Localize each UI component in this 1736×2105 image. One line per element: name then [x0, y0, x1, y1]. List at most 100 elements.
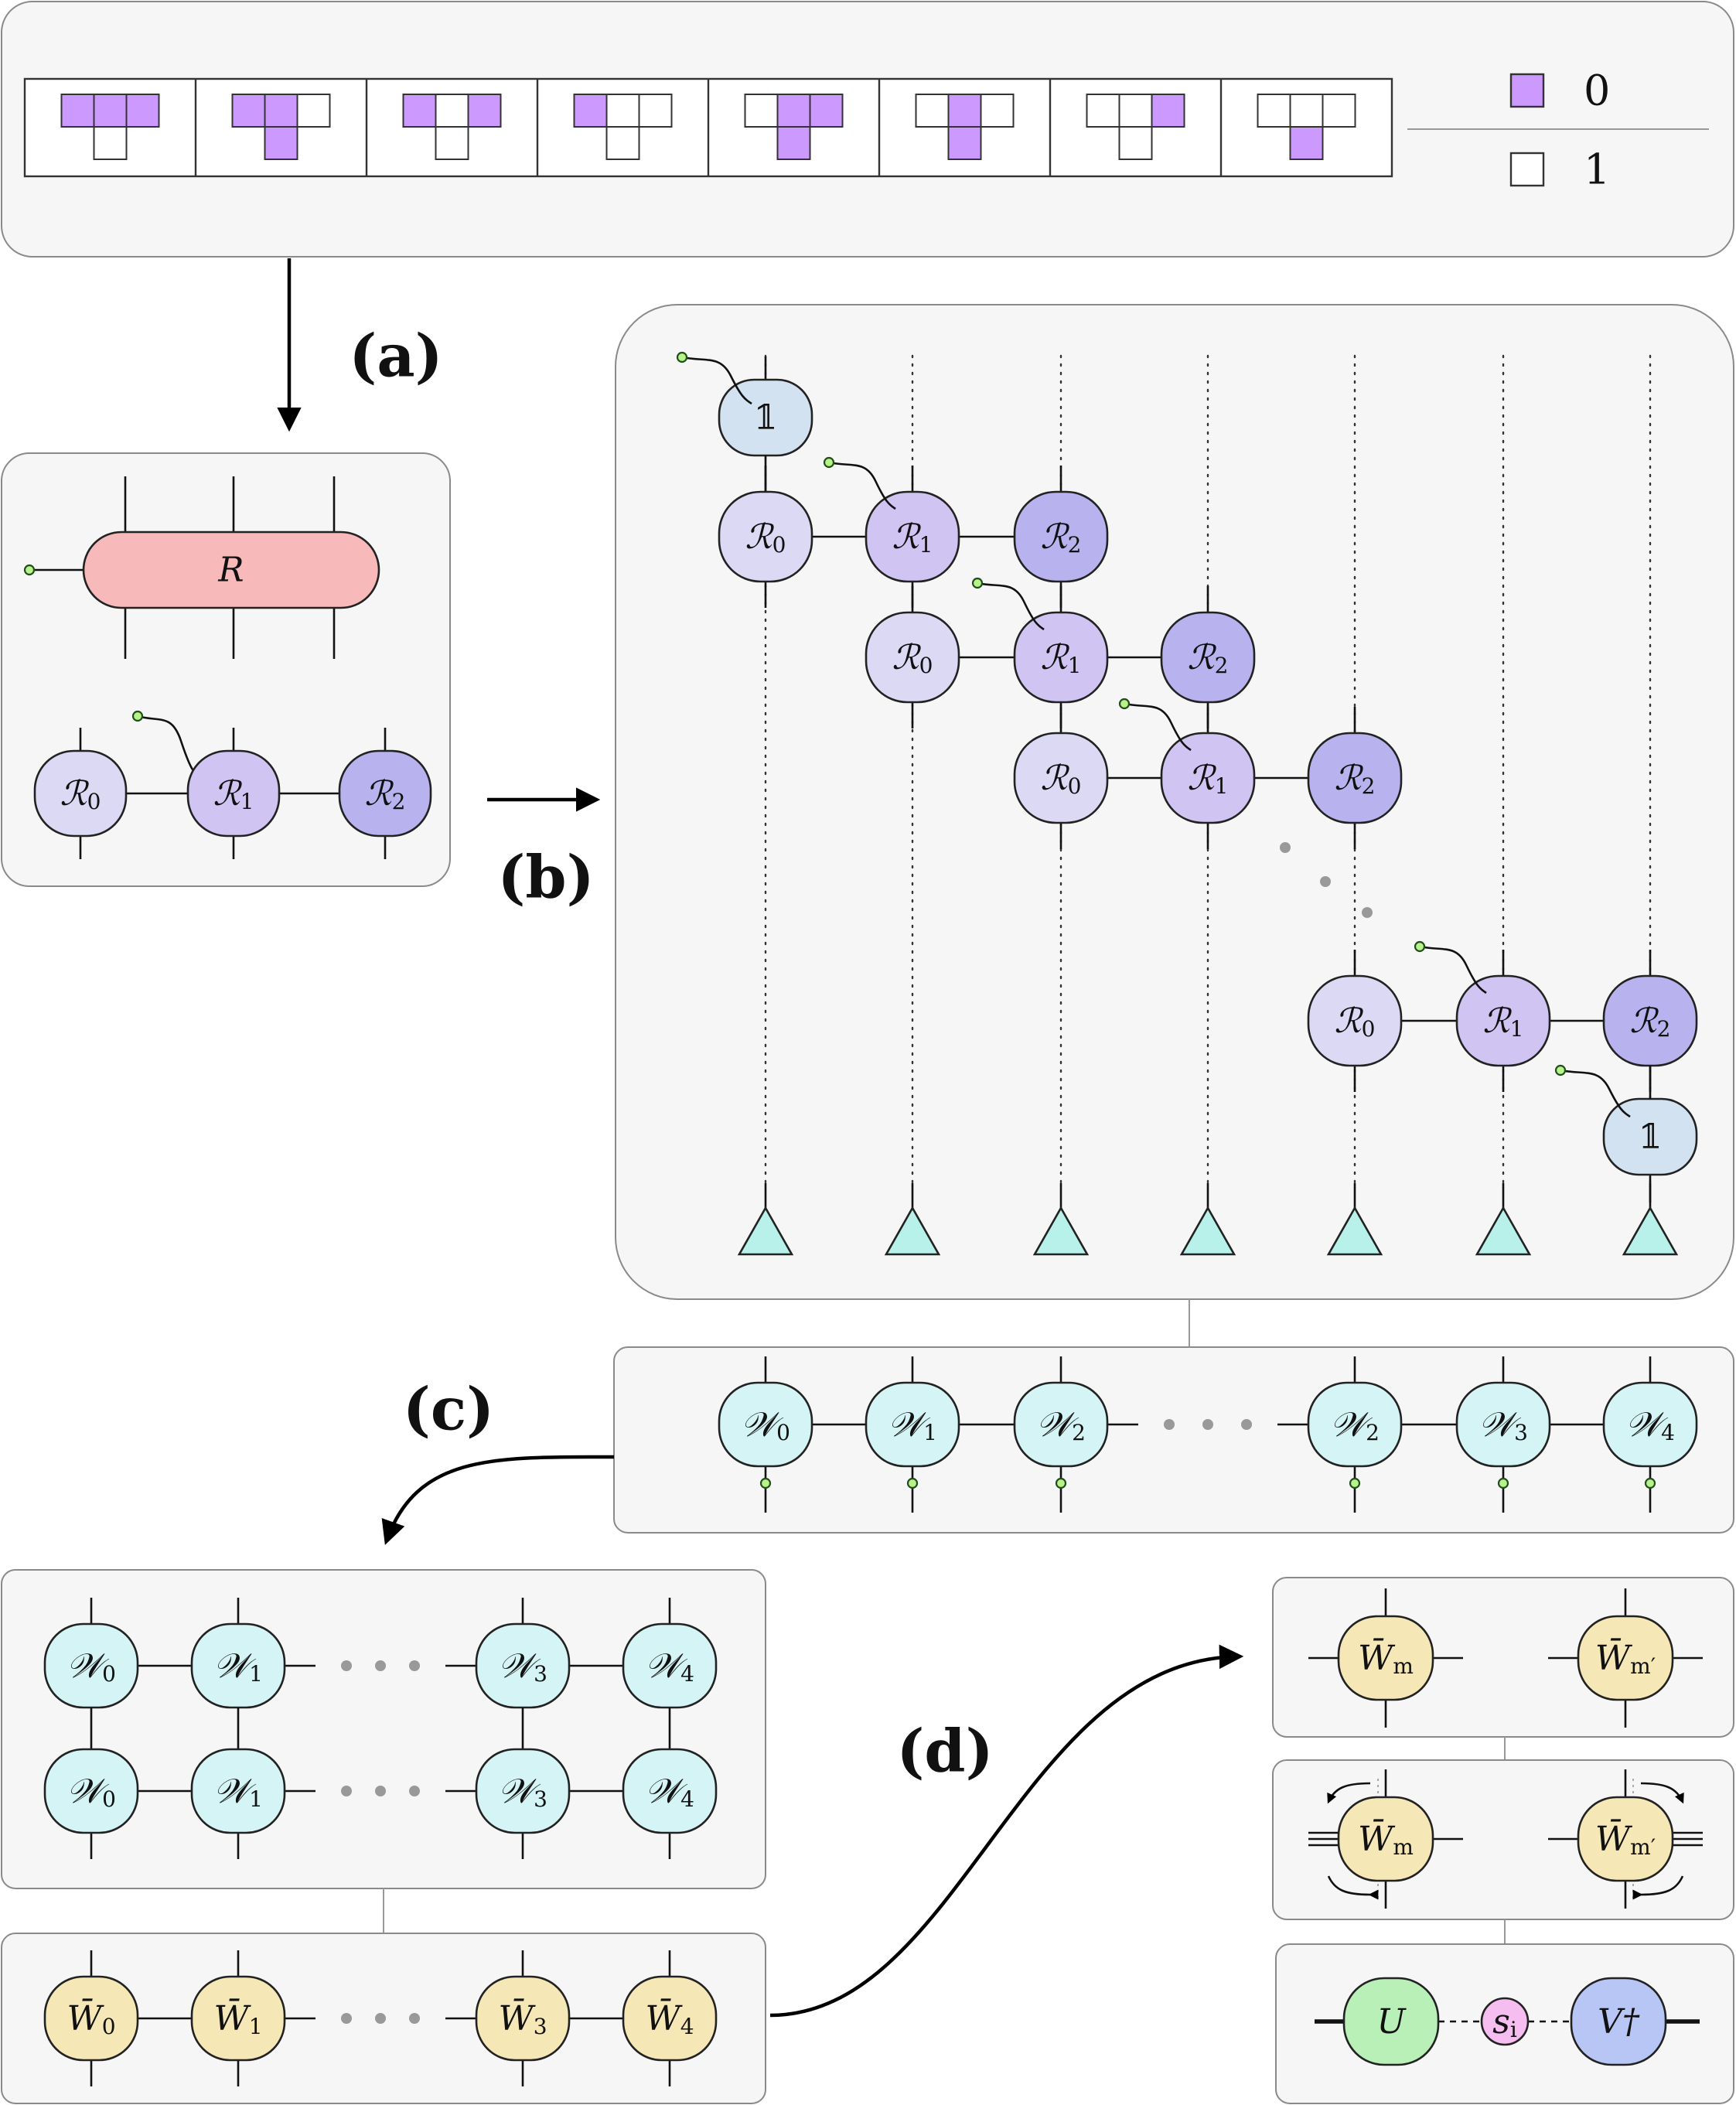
identity-bottom-label: 𝟙 [1639, 1117, 1663, 1157]
physical-index-dot [1349, 1477, 1361, 1489]
physical-leg [1419, 945, 1487, 995]
site-cell [947, 94, 982, 128]
grid-r1-W3-label: 𝒲3 [498, 1772, 547, 1812]
site-cell [402, 94, 437, 128]
site-cell [1257, 94, 1291, 128]
boundary-triangle [884, 1206, 941, 1256]
row1-R1 [1013, 611, 1109, 704]
grid-r1-W3 [475, 1748, 571, 1834]
chain-W0-0-label: 𝒲0 [741, 1405, 790, 1445]
grid-r1-W0-label: 𝒲0 [67, 1772, 116, 1812]
site-cell [638, 94, 673, 128]
site-cell [264, 94, 298, 128]
panel-d-content: W̄m W̄m′ W̄m W̄m′ U si V† [1308, 1588, 1703, 2066]
bar-W0 [43, 1975, 139, 2062]
w-chain: 𝒲0 𝒲1 𝒲2 𝒲2 𝒲3 𝒲4 [718, 1356, 1698, 1513]
chain-W3-4 [1455, 1381, 1551, 1468]
identity-top-label: 𝟙 [754, 398, 778, 438]
physical-leg [977, 582, 1045, 631]
tensor-R [82, 531, 380, 609]
physical-leg [1124, 702, 1192, 752]
legend: 0 1 [1509, 67, 1610, 194]
tensor-R2-label: ℛ2 [365, 774, 406, 814]
physical-index-dot [1497, 1477, 1509, 1489]
panel-c-bar: W̄0 W̄1 W̄3 W̄4 [1, 1933, 766, 2104]
row1-R0 [865, 611, 960, 704]
physical-index-dot [971, 577, 984, 589]
configuration-2 [365, 79, 502, 176]
physical-leg [1560, 1069, 1631, 1118]
label-b: (b) [497, 843, 594, 912]
tensor-R-label: R [217, 551, 244, 590]
tensor-R1 [186, 749, 281, 838]
boundary-triangle [1326, 1206, 1383, 1256]
site-cell [980, 94, 1015, 128]
pair-Wm-top-label: W̄m [1358, 1636, 1414, 1678]
ellipsis-dot [409, 2013, 420, 2024]
site-cell [744, 94, 779, 128]
svd-U [1342, 1977, 1440, 2066]
site-cell [1289, 94, 1324, 128]
physical-index-dot [1554, 1064, 1567, 1076]
boundary-triangle [737, 1206, 794, 1256]
site-cell [93, 126, 128, 160]
chain-W4-5 [1602, 1381, 1698, 1468]
grid-r0-W4-label: 𝒲4 [645, 1646, 694, 1687]
ellipsis-dot [1320, 876, 1331, 887]
bar-W1 [190, 1975, 286, 2062]
site-cell [776, 94, 811, 128]
row0-R2 [1013, 490, 1109, 583]
row0-R1-label: ℛ1 [892, 517, 933, 558]
panel-b-network: 𝟙 ℛ0 ℛ1 ℛ2 ℛ0 ℛ1 ℛ2 ℛ0 ℛ1 ℛ2 ℛ0 ℛ1 ℛ2 𝟙 [676, 351, 1698, 1256]
arrow-c [381, 1455, 615, 1545]
row1-R1-label: ℛ1 [1041, 638, 1082, 678]
wbar-chain: W̄0 W̄1 W̄3 W̄4 [43, 1950, 718, 2086]
label-c: (c) [403, 1375, 494, 1444]
site-cell [573, 94, 608, 128]
panel-a-chain: ℛ0 ℛ1 ℛ2 [33, 710, 432, 859]
physical-leg [828, 461, 896, 510]
site-cell [93, 94, 128, 128]
site-cell [296, 94, 331, 128]
pair-Wm′-mid-label: W̄m′ [1595, 1817, 1656, 1859]
configuration-7 [1219, 79, 1356, 176]
legend-swatch-1 [1509, 152, 1545, 187]
row3-R2-label: ℛ2 [1630, 1001, 1671, 1042]
legend-label-1: 1 [1584, 145, 1610, 194]
row3-R0-label: ℛ0 [1335, 1001, 1376, 1042]
row1-R2-label: ℛ2 [1188, 638, 1229, 678]
site-cell [1118, 94, 1153, 128]
svd-V [1570, 1977, 1667, 2066]
physical-index-dot [131, 710, 144, 722]
ellipsis-dot [375, 1660, 386, 1671]
bar-W4 [622, 1975, 718, 2062]
row0-R1 [865, 490, 960, 583]
move-arrow [1327, 1782, 1371, 1804]
physical-index-dot [23, 564, 36, 576]
boundary-triangle [1622, 1206, 1679, 1256]
physical-leg [681, 356, 752, 405]
configuration-panel: 0 1 [1, 1, 1734, 258]
site-cell [435, 126, 469, 160]
site-cell [264, 126, 298, 160]
arrow-d [769, 1644, 1244, 2018]
row3-R0 [1307, 974, 1403, 1067]
boundary-triangle [1032, 1206, 1090, 1256]
legend-swatch-0 [1509, 73, 1545, 108]
ellipsis-dot [1164, 1419, 1175, 1430]
ellipsis-dot [341, 2013, 352, 2024]
label-d: (d) [896, 1717, 993, 1786]
move-arrow [1632, 1875, 1684, 1900]
grid-r1-W4 [622, 1748, 718, 1834]
row2-R1-label: ℛ1 [1188, 759, 1229, 799]
site-cell [605, 94, 640, 128]
physical-index-dot [906, 1477, 919, 1489]
row3-R1 [1455, 974, 1551, 1067]
physical-index-dot [1055, 1477, 1067, 1489]
configuration-4 [707, 79, 844, 176]
tensor-R0 [33, 749, 128, 838]
boundary-triangle [1475, 1206, 1532, 1256]
